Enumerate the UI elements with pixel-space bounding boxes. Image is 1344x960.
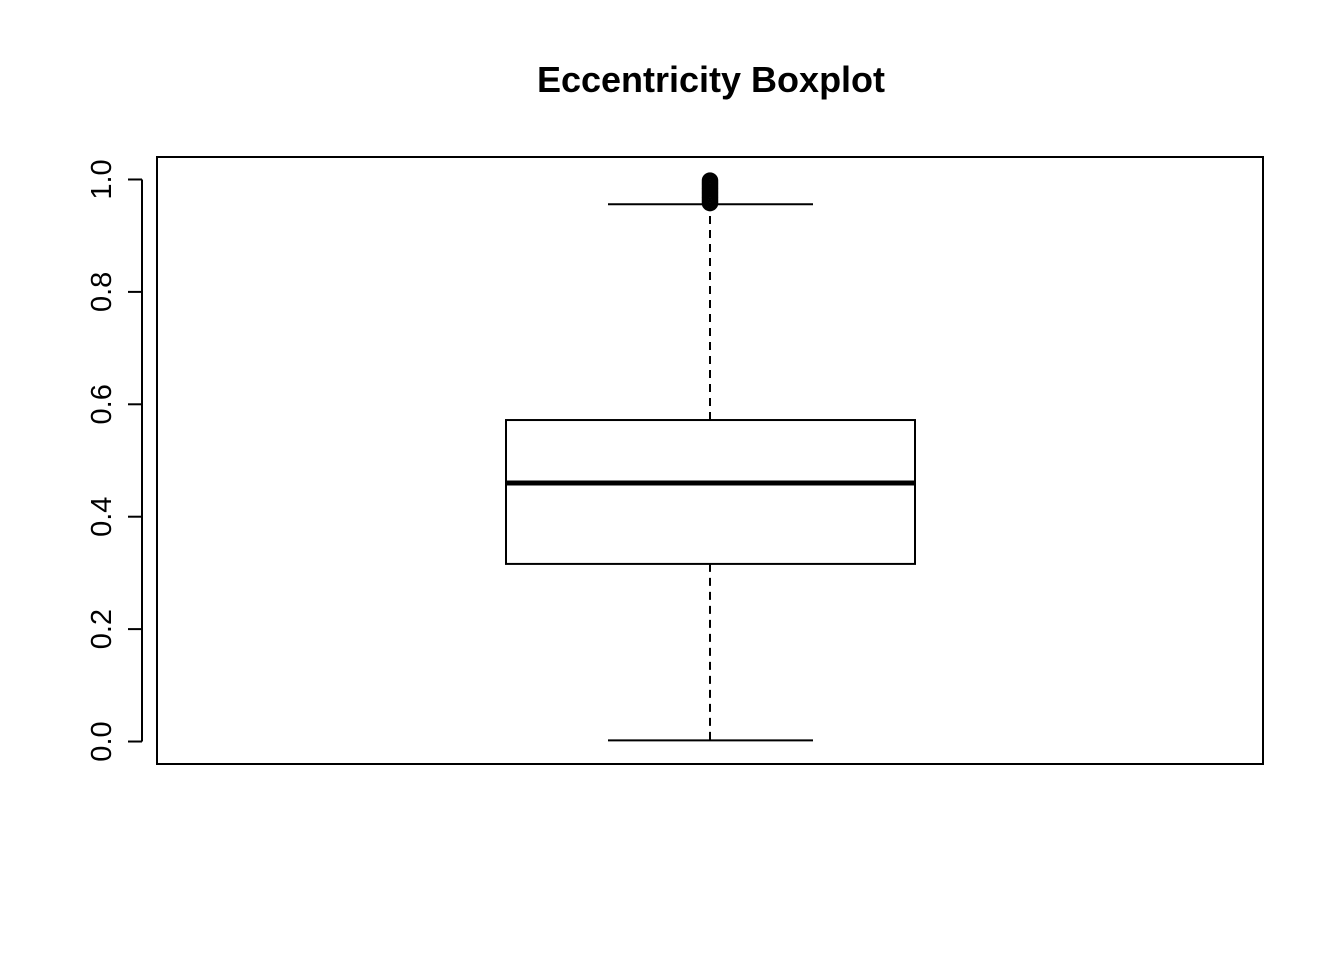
y-tick-label: 0.0: [86, 721, 118, 761]
y-tick-label: 0.2: [86, 609, 118, 649]
box-group: [505, 172, 916, 742]
y-tick-label: 0.8: [86, 272, 118, 312]
y-tick-label: 1.0: [86, 159, 118, 199]
plot-frame: [156, 156, 1264, 765]
y-axis: 0.0 0.2 0.4 0.6 0.8 1.0: [86, 159, 143, 762]
chart-title: Eccentricity Boxplot: [537, 59, 885, 100]
iqr-box: [505, 419, 916, 565]
outlier-point: [701, 172, 719, 189]
y-tick-label: 0.6: [86, 384, 118, 424]
y-tick-label: 0.4: [86, 497, 118, 537]
